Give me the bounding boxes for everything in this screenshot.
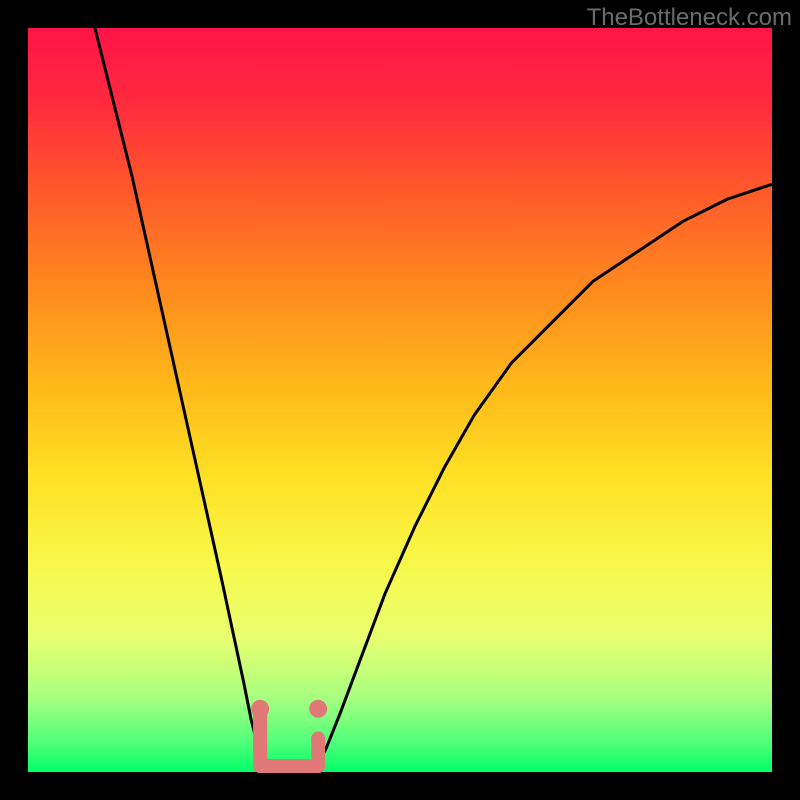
chart-container: TheBottleneck.com	[0, 0, 800, 800]
marker-overlay	[0, 0, 800, 800]
